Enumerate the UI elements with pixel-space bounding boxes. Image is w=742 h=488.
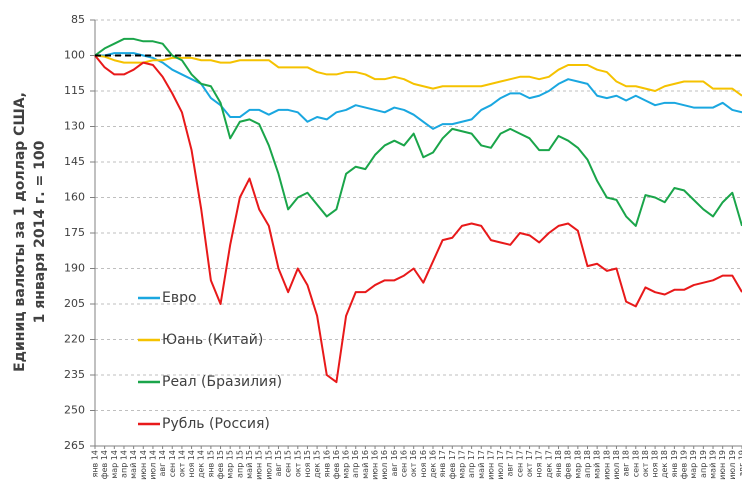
x-tick-label: апр 16 — [351, 450, 360, 478]
x-tick-label: сен 18 — [631, 450, 640, 477]
y-tick-label: 235 — [64, 368, 85, 381]
x-tick-label: май 15 — [245, 450, 254, 479]
y-tick-label: 250 — [64, 404, 85, 417]
x-tick-label: дек 17 — [544, 450, 553, 478]
y-axis-label: Единиц валюты за 1 доллар США, — [12, 92, 28, 372]
x-tick-label: апр 14 — [119, 450, 128, 478]
x-tick-label: дек 15 — [313, 450, 322, 478]
y-tick-label: 130 — [64, 120, 85, 133]
x-tick-label: мар 17 — [457, 450, 466, 479]
series-line — [94, 54, 742, 384]
x-tick-label: авг 17 — [506, 450, 515, 477]
y-tick-label: 115 — [64, 84, 85, 97]
y-axis-label: 1 января 2014 г. = 100 — [32, 140, 48, 323]
x-tick-label: ноя 16 — [419, 450, 428, 478]
x-tick-label: янв 19 — [670, 450, 679, 477]
x-tick-label: авг 18 — [622, 450, 631, 477]
x-tick-label: фев 18 — [564, 450, 573, 479]
legend-label: Реал (Бразилия) — [162, 374, 282, 390]
x-tick-label: сен 14 — [168, 450, 177, 477]
x-tick-label: ноя 17 — [535, 450, 544, 478]
x-tick-label: ноя 14 — [187, 450, 196, 478]
x-tick-label: июл 14 — [148, 450, 157, 480]
x-tick-label: янв 16 — [322, 450, 331, 477]
x-tick-label: авг 16 — [390, 450, 399, 477]
x-tick-label: июн 15 — [255, 450, 264, 480]
x-tick-label: мар 15 — [226, 450, 235, 479]
x-tick-label: фев 19 — [680, 450, 689, 479]
x-tick-label: сен 16 — [400, 450, 409, 477]
x-tick-label: июн 18 — [602, 450, 611, 480]
x-tick-label: май 16 — [361, 450, 370, 479]
x-tick-label: апр 19 — [699, 450, 708, 478]
legend-label: Юань (Китай) — [162, 332, 263, 348]
x-tick-label: май 17 — [477, 450, 486, 479]
x-tick-label: мар 16 — [342, 450, 351, 479]
y-tick-label: 220 — [64, 333, 85, 346]
x-tick-label: июл 18 — [612, 450, 621, 480]
x-tick-label: дек 18 — [660, 450, 669, 478]
x-tick-label: окт 16 — [409, 450, 418, 477]
x-tick-label: июл 15 — [264, 450, 273, 480]
x-tick-label: окт 15 — [293, 450, 302, 477]
y-tick-label: 265 — [64, 439, 85, 452]
y-tick-label: 100 — [64, 49, 85, 62]
x-tick-label: июл 17 — [496, 450, 505, 480]
x-tick-label: мар 14 — [110, 450, 119, 479]
series-line — [95, 52, 742, 130]
x-tick-label: июл 16 — [380, 450, 389, 480]
x-tick-label: авг 19 — [738, 450, 742, 477]
x-tick-label: апр 18 — [583, 450, 592, 478]
y-tick-label: 175 — [64, 226, 85, 239]
x-tick-label: фев 17 — [448, 450, 457, 479]
x-tick-label: дек 14 — [197, 450, 206, 478]
x-tick-label: янв 18 — [554, 450, 563, 477]
x-tick-label: ноя 18 — [651, 450, 660, 478]
x-tick-label: июн 19 — [718, 450, 727, 480]
x-tick-label: фев 14 — [100, 450, 109, 479]
legend-label: Евро — [162, 290, 197, 306]
x-tick-label: июн 17 — [486, 450, 495, 480]
x-tick-label: авг 14 — [158, 450, 167, 477]
x-tick-label: окт 14 — [177, 450, 186, 477]
x-tick-label: май 19 — [709, 450, 718, 479]
x-tick-label: фев 16 — [332, 450, 341, 479]
x-tick-label: окт 18 — [641, 450, 650, 477]
x-tick-label: апр 17 — [467, 450, 476, 478]
y-tick-label: 160 — [64, 191, 85, 204]
x-tick-label: сен 17 — [515, 450, 524, 477]
x-tick-label: окт 17 — [525, 450, 534, 477]
x-tick-label: ноя 15 — [303, 450, 312, 478]
x-tick-label: июн 14 — [139, 450, 148, 480]
x-tick-label: май 14 — [129, 450, 138, 479]
y-tick-label: 190 — [64, 262, 85, 275]
x-tick-label: апр 15 — [235, 450, 244, 478]
y-tick-label: 85 — [71, 13, 85, 26]
x-tick-label: май 18 — [593, 450, 602, 479]
x-tick-label: мар 18 — [573, 450, 582, 479]
x-tick-label: июн 16 — [371, 450, 380, 480]
legend-label: Рубль (Россия) — [162, 416, 270, 432]
series-line — [94, 54, 742, 97]
y-tick-label: 145 — [64, 155, 85, 168]
y-tick-label: 205 — [64, 297, 85, 310]
series-line — [94, 37, 742, 227]
x-tick-label: дек 16 — [428, 450, 437, 478]
x-tick-label: сен 15 — [284, 450, 293, 477]
x-tick-label: янв 17 — [438, 450, 447, 477]
x-tick-label: июл 19 — [728, 450, 737, 480]
x-tick-label: фев 15 — [216, 450, 225, 479]
x-tick-label: мар 19 — [689, 450, 698, 479]
x-tick-label: авг 15 — [274, 450, 283, 477]
x-tick-label: янв 15 — [206, 450, 215, 477]
x-tick-label: янв 14 — [91, 450, 100, 477]
